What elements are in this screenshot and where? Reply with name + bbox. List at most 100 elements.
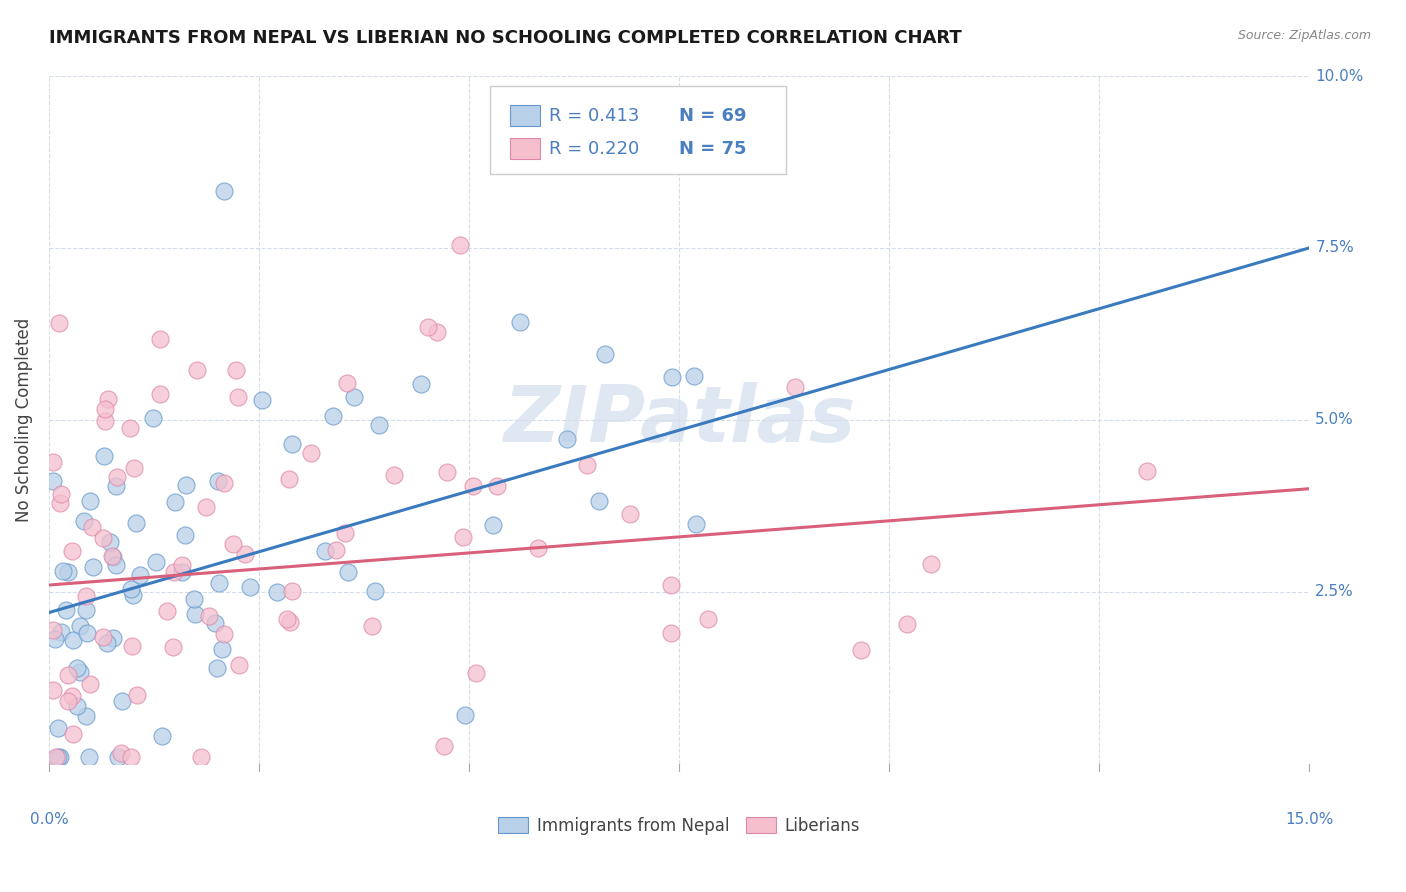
Point xyxy=(325,543,347,558)
Point xyxy=(156,604,179,618)
Point xyxy=(79,676,101,690)
Text: 10.0%: 10.0% xyxy=(1316,69,1364,84)
Point xyxy=(97,392,120,407)
Point xyxy=(208,576,231,591)
Point xyxy=(239,580,262,594)
Point xyxy=(333,525,356,540)
Point xyxy=(526,541,548,555)
Point xyxy=(55,602,77,616)
Point xyxy=(465,665,488,680)
Point xyxy=(920,557,942,571)
Point xyxy=(48,316,70,330)
Point xyxy=(195,500,218,514)
Point xyxy=(58,693,80,707)
Text: 2.5%: 2.5% xyxy=(1316,584,1354,599)
Point xyxy=(46,721,69,735)
Point xyxy=(75,709,97,723)
Point xyxy=(172,565,194,579)
Point xyxy=(98,535,121,549)
Point xyxy=(101,549,124,564)
Point xyxy=(49,496,72,510)
Point xyxy=(91,630,114,644)
Point xyxy=(149,386,172,401)
Y-axis label: No Schooling Completed: No Schooling Completed xyxy=(15,318,32,522)
Point xyxy=(409,376,432,391)
Point xyxy=(588,493,610,508)
Point xyxy=(322,409,344,423)
Point xyxy=(129,568,152,582)
Point xyxy=(165,495,187,509)
Point xyxy=(82,520,104,534)
Point xyxy=(849,643,872,657)
Point xyxy=(120,420,142,434)
Point xyxy=(454,707,477,722)
Point xyxy=(42,623,65,637)
Point xyxy=(461,479,484,493)
Point xyxy=(94,414,117,428)
Point xyxy=(79,750,101,764)
Point xyxy=(111,694,134,708)
Point xyxy=(76,626,98,640)
Point xyxy=(222,537,245,551)
Point xyxy=(198,608,221,623)
Point xyxy=(278,472,301,486)
Text: R = 0.220: R = 0.220 xyxy=(550,140,640,158)
Point xyxy=(93,450,115,464)
FancyBboxPatch shape xyxy=(510,138,540,160)
Point xyxy=(163,566,186,580)
Point xyxy=(204,616,226,631)
Point xyxy=(696,612,718,626)
Point xyxy=(173,528,195,542)
Point xyxy=(659,577,682,591)
Point xyxy=(94,401,117,416)
Point xyxy=(481,517,503,532)
Text: ZIPatlas: ZIPatlas xyxy=(503,382,855,458)
Point xyxy=(266,585,288,599)
Point xyxy=(46,750,69,764)
FancyBboxPatch shape xyxy=(510,105,540,127)
Point xyxy=(49,487,72,501)
Point xyxy=(172,558,194,572)
Point xyxy=(436,465,458,479)
Point xyxy=(783,379,806,393)
Point xyxy=(66,661,89,675)
Text: 0.0%: 0.0% xyxy=(30,812,69,827)
Point xyxy=(184,607,207,621)
Point xyxy=(69,619,91,633)
Point xyxy=(62,727,84,741)
Point xyxy=(314,544,336,558)
Point xyxy=(121,639,143,653)
Point xyxy=(101,549,124,564)
Point xyxy=(122,588,145,602)
Point xyxy=(211,642,233,657)
Legend: Immigrants from Nepal, Liberians: Immigrants from Nepal, Liberians xyxy=(492,810,866,841)
Point xyxy=(120,582,142,596)
Point xyxy=(225,362,247,376)
Point xyxy=(337,566,360,580)
Point xyxy=(183,592,205,607)
Point xyxy=(45,750,67,764)
FancyBboxPatch shape xyxy=(491,87,786,174)
Point xyxy=(683,368,706,383)
Point xyxy=(207,474,229,488)
Point xyxy=(509,315,531,329)
Point xyxy=(364,583,387,598)
Point xyxy=(107,469,129,483)
Text: N = 75: N = 75 xyxy=(679,140,747,158)
Point xyxy=(250,392,273,407)
Point xyxy=(72,514,94,528)
Point xyxy=(186,363,208,377)
Point xyxy=(207,660,229,674)
Point xyxy=(619,507,641,521)
Point xyxy=(105,558,128,572)
Point xyxy=(212,475,235,490)
Point xyxy=(75,590,97,604)
Text: R = 0.413: R = 0.413 xyxy=(550,107,640,125)
Point xyxy=(228,658,250,673)
Point xyxy=(661,370,683,384)
Point xyxy=(336,376,359,391)
Text: 15.0%: 15.0% xyxy=(1285,812,1333,827)
Point xyxy=(96,636,118,650)
Text: IMMIGRANTS FROM NEPAL VS LIBERIAN NO SCHOOLING COMPLETED CORRELATION CHART: IMMIGRANTS FROM NEPAL VS LIBERIAN NO SCH… xyxy=(49,29,962,46)
Point xyxy=(56,667,79,681)
